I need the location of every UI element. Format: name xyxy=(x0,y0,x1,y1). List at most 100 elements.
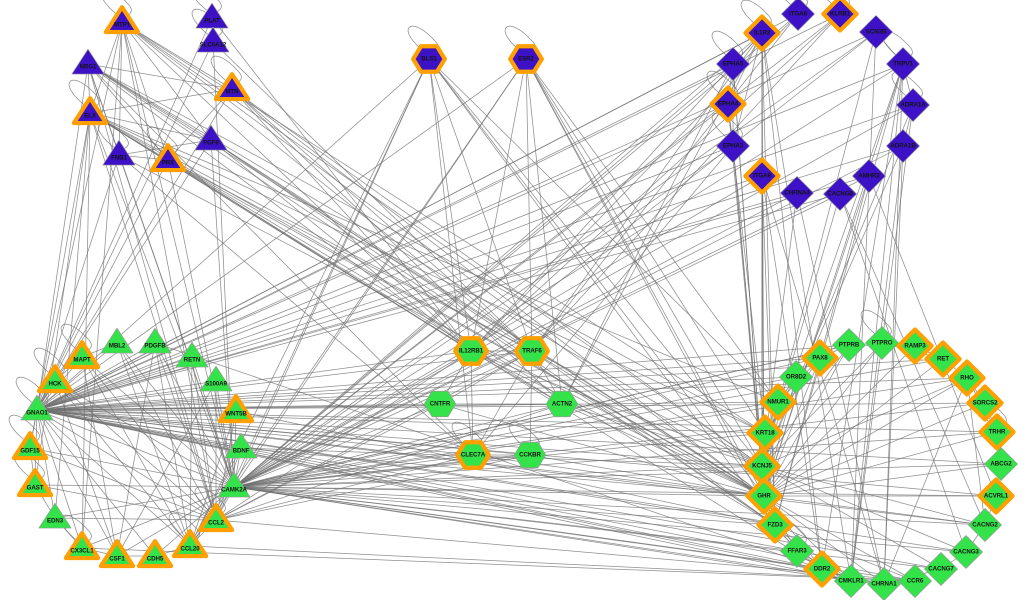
graph-node[interactable] xyxy=(194,124,228,151)
graph-node[interactable] xyxy=(743,14,781,52)
graph-node[interactable] xyxy=(71,96,109,126)
graph-node[interactable] xyxy=(197,503,235,533)
edge xyxy=(233,465,763,488)
graph-node[interactable] xyxy=(423,390,457,418)
graph-node[interactable] xyxy=(513,441,547,469)
edge xyxy=(36,175,763,411)
graph-node[interactable] xyxy=(98,539,136,569)
edge xyxy=(428,58,763,467)
edge xyxy=(233,486,916,582)
graph-node[interactable] xyxy=(63,340,101,370)
graph-node[interactable] xyxy=(171,529,209,559)
graph-node[interactable] xyxy=(924,552,958,586)
graph-node[interactable] xyxy=(823,177,857,211)
edge xyxy=(428,58,776,526)
graph-node[interactable] xyxy=(455,440,491,470)
graph-node[interactable] xyxy=(780,176,814,210)
graph-node[interactable] xyxy=(508,44,544,74)
edge xyxy=(89,88,233,114)
node-group[interactable] xyxy=(11,0,1018,600)
edge xyxy=(233,103,729,488)
graph-node[interactable] xyxy=(195,2,229,29)
graph-node[interactable] xyxy=(716,129,750,163)
edge xyxy=(470,350,563,405)
graph-node[interactable] xyxy=(978,413,1016,451)
graph-node[interactable] xyxy=(149,143,187,173)
edge xyxy=(36,21,123,411)
graph-node[interactable] xyxy=(545,390,579,418)
edge xyxy=(763,358,944,497)
graph-node[interactable] xyxy=(834,564,868,598)
edge xyxy=(233,486,997,497)
graph-node[interactable] xyxy=(63,531,101,561)
edge xyxy=(87,63,472,352)
graph-node[interactable] xyxy=(821,0,859,33)
graph-node[interactable] xyxy=(138,327,172,354)
graph-node[interactable] xyxy=(859,15,893,49)
edge xyxy=(121,21,233,90)
edge xyxy=(231,88,765,497)
graph-node[interactable] xyxy=(743,157,781,195)
graph-node[interactable] xyxy=(867,567,901,600)
graph-node[interactable] xyxy=(977,477,1015,515)
graph-node[interactable] xyxy=(966,384,1004,422)
graph-node[interactable] xyxy=(948,359,986,397)
graph-node[interactable] xyxy=(852,159,886,193)
graph-node[interactable] xyxy=(746,414,784,452)
graph-node[interactable] xyxy=(984,447,1018,481)
graph-node[interactable] xyxy=(803,550,841,588)
graph-node[interactable] xyxy=(100,327,134,354)
graph-node[interactable] xyxy=(781,0,815,31)
graph-node[interactable] xyxy=(38,502,72,529)
graph-node[interactable] xyxy=(16,468,54,498)
edge xyxy=(233,357,821,488)
graph-node[interactable] xyxy=(224,432,258,459)
edge xyxy=(89,112,779,403)
graph-node[interactable] xyxy=(175,341,209,368)
edge xyxy=(215,403,563,521)
graph-node[interactable] xyxy=(865,326,899,360)
graph-node[interactable] xyxy=(924,340,962,378)
edge xyxy=(36,409,474,456)
graph-node[interactable] xyxy=(801,339,839,377)
graph-node[interactable] xyxy=(745,477,783,515)
graph-node[interactable] xyxy=(949,535,983,569)
graph-node[interactable] xyxy=(779,360,813,394)
edge xyxy=(796,192,885,585)
graph-node[interactable] xyxy=(968,508,1002,542)
edge xyxy=(470,350,474,456)
graph-node[interactable] xyxy=(136,539,174,569)
graph-node[interactable] xyxy=(217,471,251,498)
graph-node[interactable] xyxy=(709,85,747,123)
graph-node[interactable] xyxy=(71,48,105,75)
graph-node[interactable] xyxy=(11,431,49,461)
graph-node[interactable] xyxy=(886,129,920,163)
graph-node[interactable] xyxy=(217,394,255,424)
graph-node[interactable] xyxy=(411,44,447,74)
graph-node[interactable] xyxy=(196,26,230,53)
edge xyxy=(472,145,734,456)
graph-node[interactable] xyxy=(832,328,866,362)
graph-node[interactable] xyxy=(213,72,251,102)
graph-node[interactable] xyxy=(36,364,74,394)
graph-node[interactable] xyxy=(886,47,920,81)
graph-node[interactable] xyxy=(199,365,233,392)
graph-node[interactable] xyxy=(759,383,797,421)
graph-node[interactable] xyxy=(103,5,141,35)
graph-node[interactable] xyxy=(896,327,934,365)
graph-node[interactable] xyxy=(102,139,136,166)
graph-node[interactable] xyxy=(453,336,489,366)
graph-node[interactable] xyxy=(898,564,932,598)
graph-node[interactable] xyxy=(716,47,750,81)
graph-node[interactable] xyxy=(756,506,794,544)
edge-group xyxy=(29,13,1002,585)
graph-node[interactable] xyxy=(20,394,54,421)
graph-node[interactable] xyxy=(780,534,814,568)
graph-node[interactable] xyxy=(896,88,930,122)
edge xyxy=(87,63,763,467)
edge xyxy=(761,465,986,526)
edge xyxy=(81,356,235,488)
edge xyxy=(883,377,968,585)
graph-node[interactable] xyxy=(514,336,550,366)
